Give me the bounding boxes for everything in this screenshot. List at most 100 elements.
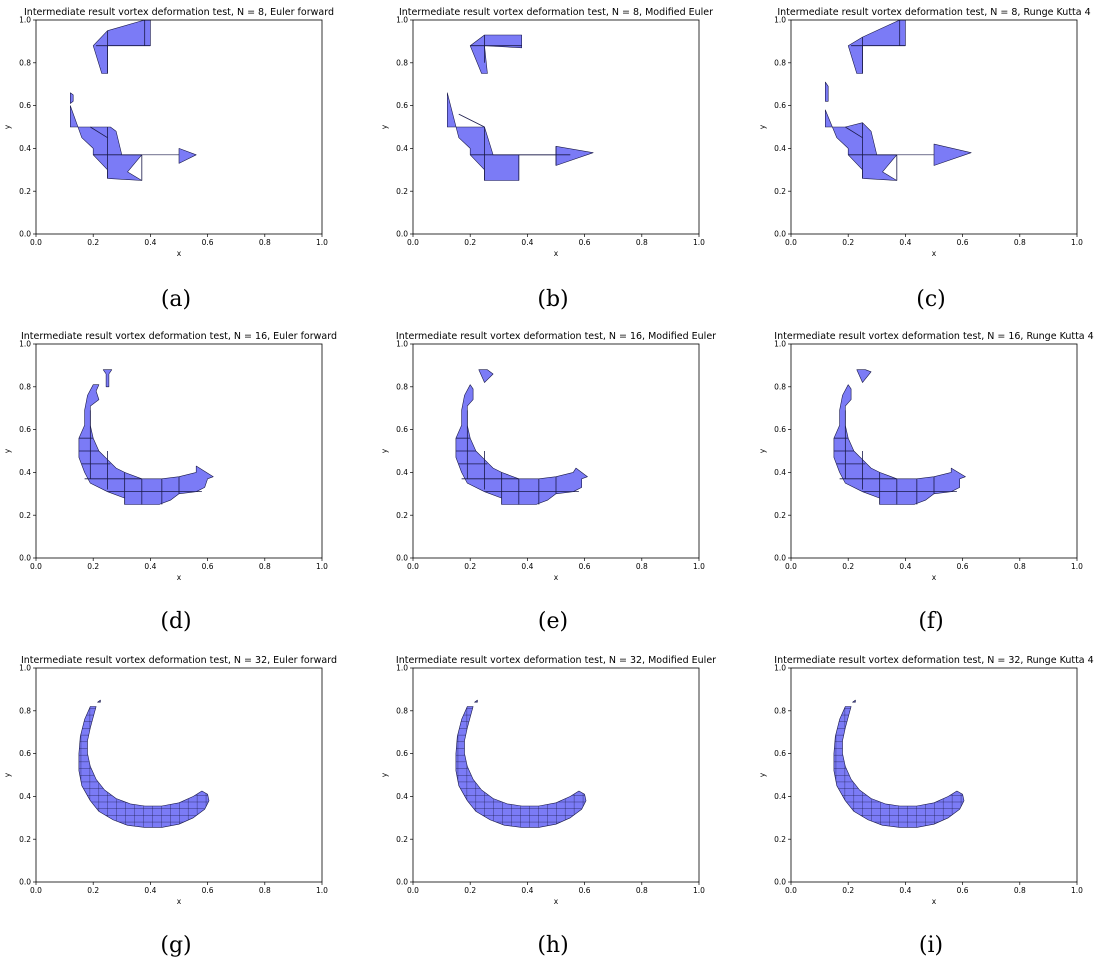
x-tick-label: 0.4: [521, 238, 533, 247]
x-axis-label: x: [177, 249, 182, 258]
cell-gridline: [845, 126, 863, 139]
y-tick-label: 1.0: [19, 664, 31, 673]
y-tick-label: 0.6: [396, 101, 408, 110]
x-tick-label: 0.0: [407, 562, 419, 571]
x-tick-label: 0.2: [842, 562, 854, 571]
vortex-cell-region: [856, 369, 872, 383]
y-tick-label: 0.4: [19, 792, 31, 801]
x-axis-label: x: [932, 249, 937, 258]
plot-title: Intermediate result vortex deformation t…: [774, 655, 1093, 666]
y-axis-label: y: [758, 124, 767, 129]
vortex-cell-region: [469, 34, 523, 74]
y-tick-label: 0.4: [396, 468, 408, 477]
x-tick-label: 0.4: [144, 562, 156, 571]
x-tick-label: 0.2: [87, 238, 99, 247]
panel: Intermediate result vortex deformation t…: [758, 655, 1094, 958]
y-tick-label: 0.8: [19, 382, 31, 391]
y-tick-label: 0.8: [774, 58, 786, 67]
y-tick-label: 0.4: [19, 468, 31, 477]
vortex-cell-region: [474, 699, 478, 703]
y-tick-label: 0.8: [396, 382, 408, 391]
x-tick-label: 0.8: [1014, 238, 1026, 247]
subfigure-caption: (e): [538, 609, 568, 634]
y-tick-label: 0.6: [19, 425, 31, 434]
x-tick-label: 0.2: [842, 238, 854, 247]
x-tick-label: 0.0: [785, 562, 797, 571]
axes-frame: [35, 667, 323, 883]
axes-frame: [412, 19, 700, 235]
y-tick-label: 1.0: [19, 340, 31, 349]
x-tick-label: 0.0: [407, 238, 419, 247]
y-tick-label: 1.0: [19, 16, 31, 25]
y-tick-label: 0.2: [19, 835, 31, 844]
y-tick-label: 0.4: [396, 792, 408, 801]
y-tick-label: 0.8: [19, 58, 31, 67]
y-axis-label: y: [3, 772, 12, 777]
y-axis-label: y: [380, 124, 389, 129]
y-tick-label: 1.0: [774, 664, 786, 673]
plot-area: [70, 20, 197, 181]
y-tick-label: 1.0: [774, 16, 786, 25]
cell-gridline: [90, 126, 108, 139]
x-axis-label: x: [932, 897, 937, 906]
x-tick-label: 0.6: [202, 562, 214, 571]
x-tick-label: 1.0: [1071, 562, 1083, 571]
x-tick-label: 0.0: [407, 886, 419, 895]
x-axis-label: x: [177, 897, 182, 906]
x-tick-label: 0.4: [144, 886, 156, 895]
x-tick-label: 1.0: [1071, 886, 1083, 895]
y-tick-label: 0.8: [774, 706, 786, 715]
x-tick-label: 0.8: [636, 238, 648, 247]
y-tick-label: 1.0: [396, 664, 408, 673]
y-tick-label: 0.0: [396, 554, 408, 563]
y-tick-label: 1.0: [396, 16, 408, 25]
axes-frame: [790, 667, 1078, 883]
subfigure-caption: (i): [919, 933, 943, 958]
subfigure-caption: (c): [916, 287, 946, 312]
y-tick-label: 0.2: [774, 835, 786, 844]
y-tick-label: 0.0: [19, 878, 31, 887]
x-axis-label: x: [554, 897, 559, 906]
x-tick-label: 0.4: [899, 238, 911, 247]
y-tick-label: 0.6: [774, 101, 786, 110]
x-tick-label: 0.6: [579, 238, 591, 247]
y-tick-label: 0.8: [774, 382, 786, 391]
y-axis-label: y: [380, 448, 389, 453]
x-tick-label: 0.8: [259, 562, 271, 571]
y-tick-label: 0.0: [774, 230, 786, 239]
y-tick-label: 0.6: [396, 749, 408, 758]
plot-title: Intermediate result vortex deformation t…: [396, 331, 716, 342]
panel: Intermediate result vortex deformation t…: [380, 7, 713, 312]
x-tick-label: 0.4: [144, 238, 156, 247]
y-tick-label: 0.8: [396, 58, 408, 67]
plot-title: Intermediate result vortex deformation t…: [21, 655, 337, 666]
plot-area: [78, 699, 210, 828]
y-tick-label: 0.4: [774, 792, 786, 801]
x-tick-label: 0.0: [30, 238, 42, 247]
x-tick-label: 0.4: [521, 562, 533, 571]
x-tick-label: 0.6: [957, 886, 969, 895]
y-tick-label: 0.4: [774, 144, 786, 153]
y-tick-label: 0.2: [396, 187, 408, 196]
x-tick-label: 0.4: [899, 562, 911, 571]
x-tick-label: 1.0: [693, 562, 705, 571]
vortex-cell-region: [478, 369, 494, 383]
y-tick-label: 0.0: [19, 230, 31, 239]
x-tick-label: 0.6: [957, 562, 969, 571]
x-tick-label: 0.8: [1014, 562, 1026, 571]
vortex-cell-region: [92, 20, 151, 74]
subfigure-caption: (b): [537, 287, 568, 312]
vortex-cell-region: [824, 109, 972, 181]
x-tick-label: 0.2: [464, 886, 476, 895]
plot-title: Intermediate result vortex deformation t…: [21, 331, 337, 342]
vortex-cell-region: [446, 92, 594, 181]
axes-frame: [35, 343, 323, 559]
panel: Intermediate result vortex deformation t…: [758, 331, 1094, 634]
y-axis-label: y: [758, 772, 767, 777]
panel: Intermediate result vortex deformation t…: [3, 7, 334, 312]
x-tick-label: 0.4: [899, 886, 911, 895]
vortex-cell-region: [78, 384, 214, 505]
y-tick-label: 1.0: [774, 340, 786, 349]
panel: Intermediate result vortex deformation t…: [3, 655, 337, 958]
x-tick-label: 0.8: [259, 238, 271, 247]
